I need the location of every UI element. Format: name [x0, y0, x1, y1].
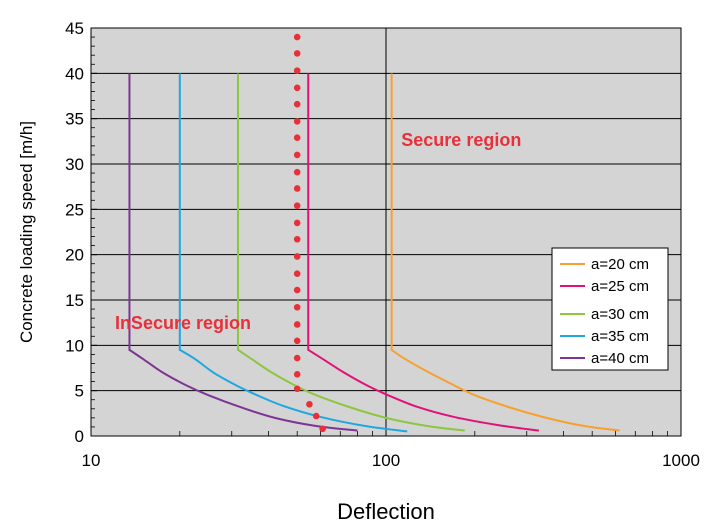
x-axis-label: Deflection — [337, 499, 435, 524]
grid — [91, 28, 681, 436]
legend-label: a=40 cm — [591, 350, 649, 367]
legend-label: a=25 cm — [591, 278, 649, 295]
legend-label: a=20 cm — [591, 256, 649, 273]
y-tick-label: 0 — [75, 427, 84, 446]
y-tick-label: 20 — [65, 246, 84, 265]
legend: a=20 cm a=25 cm a=30 cm a=35 cm a=40 cm — [551, 247, 669, 371]
dotted-series-point — [293, 100, 301, 108]
legend-box — [551, 247, 669, 371]
series-line-3 — [178, 73, 408, 433]
series-line-4 — [128, 73, 358, 432]
dotted-series-point — [312, 412, 320, 420]
dotted-series-point — [293, 168, 301, 176]
y-tick-label: 30 — [65, 155, 84, 174]
dotted-series-point — [293, 50, 301, 57]
x-tick-label: 1000 — [662, 451, 700, 470]
dotted-series-point — [293, 202, 301, 210]
x-tick-label: 100 — [372, 451, 400, 470]
dotted-series-point — [293, 286, 301, 294]
dotted-series-point — [293, 235, 301, 243]
series-line-0 — [390, 73, 620, 432]
dotted-series-point — [293, 84, 301, 92]
x-tick-label: 10 — [82, 451, 101, 470]
y-tick-label: 25 — [65, 200, 84, 219]
annotation-1: InSecure region — [115, 313, 251, 333]
dotted-series-point — [293, 219, 301, 227]
dotted-series-point — [293, 185, 301, 192]
dotted-series-point — [293, 253, 301, 260]
y-tick-label: 10 — [65, 336, 84, 355]
y-tick-label: 40 — [65, 64, 84, 83]
legend-label: a=35 cm — [591, 328, 649, 345]
y-axis-label: Concrete loading speed [m/h] — [17, 121, 36, 343]
series-layer — [128, 33, 620, 433]
y-tick-label: 15 — [65, 291, 84, 310]
dotted-series-point — [293, 33, 301, 41]
dotted-series-point — [293, 321, 301, 328]
series-line-1 — [307, 73, 540, 432]
annotations: Secure region InSecure region — [115, 130, 521, 333]
dotted-series-point — [293, 270, 301, 278]
dotted-series-point — [293, 67, 301, 74]
series-line-2 — [237, 73, 465, 432]
dotted-series-point — [293, 354, 301, 362]
dotted-series-point — [293, 151, 301, 159]
dotted-series-point — [293, 303, 301, 311]
dotted-series-point — [293, 385, 301, 393]
axis-labels: 0 5 10 15 20 25 30 35 40 45 10 100 1000 — [65, 19, 700, 470]
dotted-series-point — [306, 400, 313, 408]
dotted-series-point — [293, 134, 301, 142]
dotted-series-point — [293, 118, 301, 125]
plot-frame — [90, 27, 682, 437]
y-tick-label: 35 — [65, 110, 84, 129]
y-tick-label: 5 — [75, 382, 84, 401]
y-tick-label: 45 — [65, 19, 84, 38]
dotted-series-point — [319, 425, 326, 433]
dotted-series-point — [293, 337, 301, 345]
annotation-0: Secure region — [401, 130, 521, 150]
legend-label: a=30 cm — [591, 306, 649, 323]
dotted-series-point — [293, 371, 301, 378]
